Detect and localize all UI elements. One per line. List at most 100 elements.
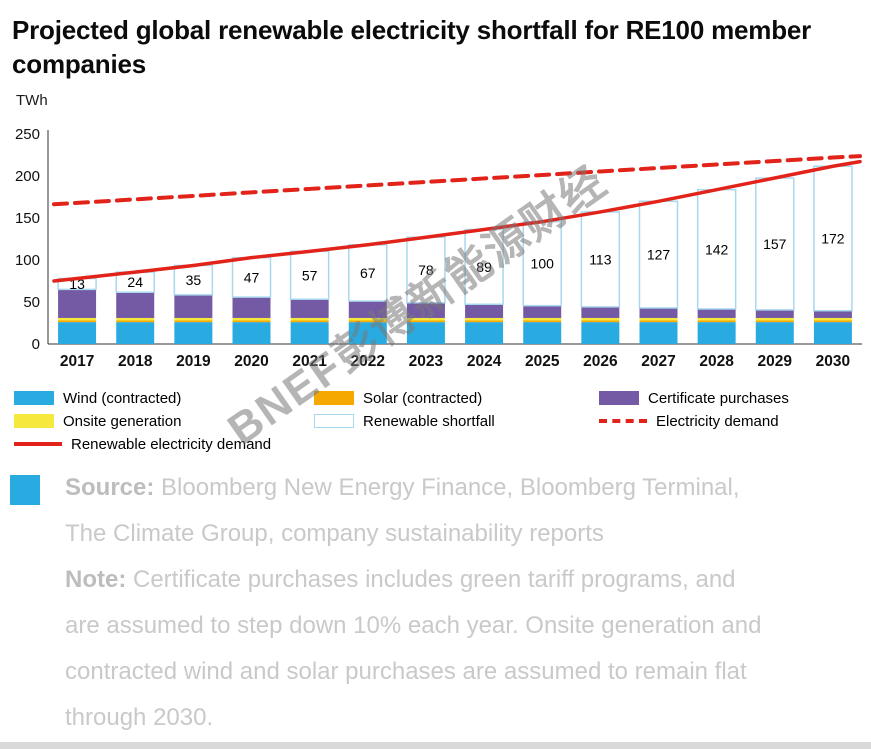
- bar-value-label: 24: [127, 274, 143, 290]
- bar-segment-certificates: [232, 296, 271, 318]
- bar-segment-wind: [406, 321, 445, 344]
- x-tick-label: 2024: [467, 353, 502, 370]
- bar-segment-solar: [290, 320, 329, 322]
- bar-segment-wind: [813, 321, 852, 344]
- footer: Source: Bloomberg New Energy Finance, Bl…: [0, 455, 871, 741]
- bar-segment-onsite: [58, 317, 97, 321]
- note-line: Note: Certificate purchases includes gre…: [65, 557, 765, 741]
- legend-label-wind: Wind (contracted): [63, 389, 182, 407]
- bar-segment-wind: [523, 321, 562, 344]
- shortfall-swatch: [314, 414, 354, 429]
- source-bullet-icon: [10, 474, 40, 505]
- legend-item-electricity-demand: Electricity demand: [599, 411, 871, 432]
- bar-segment-wind: [58, 321, 97, 344]
- renewable-demand-swatch: [14, 442, 62, 447]
- y-axis-unit-label: TWh: [16, 91, 48, 109]
- bar-segment-certificates: [813, 310, 852, 318]
- certificates-swatch: [599, 391, 639, 406]
- bar-segment-solar: [116, 320, 155, 322]
- bar-segment-shortfall: [348, 243, 388, 302]
- note-text: Certificate purchases includes green tar…: [65, 565, 762, 731]
- bar-segment-solar: [348, 320, 387, 322]
- bar-segment-onsite: [174, 317, 213, 321]
- bar-segment-onsite: [290, 317, 329, 321]
- legend-label-certificates: Certificate purchases: [648, 389, 789, 407]
- bar-segment-solar: [465, 320, 504, 322]
- x-tick-label: 2023: [409, 353, 444, 370]
- bar-segment-wind: [232, 321, 271, 344]
- bar-segment-certificates: [348, 300, 387, 318]
- bar-segment-solar: [58, 320, 97, 322]
- legend-label-renewable-demand: Renewable electricity demand: [71, 435, 272, 453]
- source-text: Bloomberg New Energy Finance, Bloomberg …: [65, 473, 740, 547]
- bar-segment-solar: [406, 320, 445, 322]
- bar-value-label: 113: [589, 251, 612, 267]
- x-tick-label: 2018: [118, 353, 153, 370]
- legend-label-solar: Solar (contracted): [363, 389, 483, 407]
- bar-segment-shortfall: [755, 176, 795, 311]
- bar-value-label: 127: [647, 246, 671, 262]
- legend: Wind (contracted) Solar (contracted) Certi…: [14, 388, 871, 455]
- bar-value-label: 47: [244, 269, 260, 285]
- legend-item-shortfall: Renewable shortfall: [314, 411, 599, 432]
- x-tick-label: 2026: [583, 353, 618, 370]
- bar-segment-certificates: [465, 303, 504, 318]
- bar-segment-onsite: [465, 317, 504, 321]
- x-tick-label: 2021: [292, 353, 327, 370]
- onsite-swatch: [14, 414, 54, 429]
- legend-label-shortfall: Renewable shortfall: [363, 412, 495, 430]
- y-tick-label: 250: [15, 126, 40, 143]
- bar-segment-onsite: [813, 317, 852, 321]
- bar-segment-certificates: [116, 291, 155, 318]
- bar-value-label: 35: [186, 272, 202, 288]
- x-tick-label: 2020: [234, 353, 268, 370]
- bar-segment-solar: [639, 320, 678, 322]
- bar-segment-wind: [581, 321, 620, 344]
- bar-value-label: 57: [302, 267, 318, 283]
- bar-segment-wind: [639, 321, 678, 344]
- bar-value-label: 157: [763, 236, 787, 252]
- bar-segment-solar: [813, 320, 852, 322]
- bar-segment-certificates: [174, 294, 213, 318]
- x-tick-label: 2025: [525, 353, 560, 370]
- x-tick-label: 2019: [176, 353, 211, 370]
- bar-segment-onsite: [348, 317, 387, 321]
- x-tick-label: 2017: [60, 353, 94, 370]
- x-tick-label: 2022: [351, 353, 385, 370]
- x-tick-label: 2029: [758, 353, 793, 370]
- bar-segment-solar: [174, 320, 213, 322]
- bar-segment-solar: [232, 320, 271, 322]
- source-label: Source:: [65, 473, 155, 501]
- bar-segment-certificates: [581, 306, 620, 318]
- bar-segment-wind: [290, 321, 329, 344]
- bar-segment-shortfall: [289, 250, 330, 300]
- legend-label-onsite: Onsite generation: [63, 412, 182, 430]
- x-tick-label: 2030: [816, 353, 850, 370]
- bar-segment-onsite: [755, 317, 794, 321]
- bar-segment-wind: [755, 321, 794, 344]
- bar-segment-onsite: [232, 317, 271, 321]
- bar-segment-shortfall: [406, 236, 446, 304]
- bar-value-label: 172: [821, 230, 845, 246]
- bar-segment-shortfall: [813, 165, 853, 312]
- bar-value-label: 100: [531, 255, 555, 271]
- renewable-demand-line: [52, 159, 862, 283]
- source-line: Source: Bloomberg New Energy Finance, Bl…: [65, 465, 765, 557]
- bar-segment-wind: [465, 321, 504, 344]
- bar-segment-shortfall: [173, 264, 214, 296]
- bar-segment-certificates: [58, 288, 97, 318]
- x-tick-label: 2028: [699, 353, 734, 370]
- y-tick-label: 150: [15, 210, 40, 227]
- legend-item-wind: Wind (contracted): [14, 388, 314, 409]
- bar-segment-certificates: [697, 308, 736, 318]
- wind-swatch: [14, 391, 54, 406]
- bar-segment-certificates: [406, 302, 445, 318]
- bar-segment-certificates: [755, 309, 794, 318]
- chart-svg: 0 50 100 150 200 250 2017 2018 2019 2020 2021 2022 2…: [15, 126, 862, 370]
- bar-segment-certificates: [290, 298, 329, 318]
- electricity-demand-swatch: [599, 419, 647, 424]
- bar-segment-shortfall: [464, 228, 504, 305]
- bar-segment-solar: [755, 320, 794, 322]
- bar-value-label: 67: [360, 265, 376, 281]
